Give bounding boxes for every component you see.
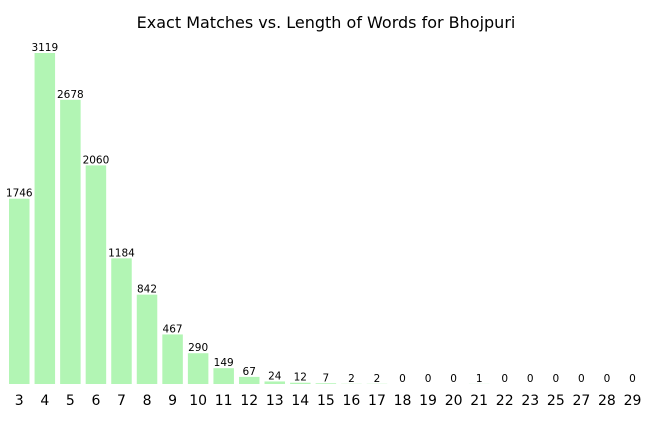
value-label-11: 149 [214,357,234,369]
bar-4 [34,53,56,384]
bar-8 [136,294,158,384]
value-label-14: 12 [294,372,307,384]
x-tick-label-20: 20 [445,393,463,409]
x-tick-label-11: 11 [215,393,233,409]
x-tick-label-16: 16 [343,393,361,409]
bar-3 [9,198,30,384]
value-label-7: 1184 [108,247,135,259]
x-tick-label-15: 15 [317,393,335,409]
value-label-12: 67 [243,366,256,378]
value-label-27: 0 [578,373,585,385]
x-tick-label-8: 8 [143,393,152,409]
bar-6 [85,165,107,384]
value-label-25: 0 [552,373,559,385]
x-tick-label-3: 3 [15,393,24,409]
value-label-8: 842 [137,284,157,296]
bar-15 [315,383,337,384]
value-label-23: 0 [527,373,534,385]
bar-13 [264,381,286,384]
x-tick-label-5: 5 [66,393,75,409]
x-tick-label-14: 14 [291,393,309,409]
x-tick-label-22: 22 [496,393,514,409]
value-label-28: 0 [604,373,611,385]
x-tick-label-10: 10 [189,393,207,409]
bars-group [9,53,490,385]
x-tick-label-13: 13 [266,393,284,409]
bar-14 [290,382,311,384]
x-tick-label-7: 7 [117,393,126,409]
value-label-4: 3119 [31,42,58,54]
x-tick-label-21: 21 [470,393,488,409]
x-tick-label-9: 9 [168,393,177,409]
value-label-10: 290 [188,342,208,354]
bar-10 [187,353,209,384]
value-label-9: 467 [163,323,183,335]
x-tick-label-19: 19 [419,393,437,409]
value-label-17: 2 [374,373,381,385]
value-label-13: 24 [268,370,282,382]
chart-title: Exact Matches vs. Length of Words for Bh… [137,13,516,32]
x-tick-label-4: 4 [40,393,49,409]
x-tick-labels-group: 3 4 5 6 7 8 9 10 11 12 13 14 15 16 17 18 19 20 21 22 23 25 27 2… [15,393,642,409]
value-label-22: 0 [501,373,508,385]
value-label-21: 1 [476,373,483,385]
bar-5 [60,99,81,385]
value-label-18: 0 [399,373,406,385]
x-tick-label-18: 18 [394,393,412,409]
x-tick-label-27: 27 [572,393,590,409]
x-tick-label-25: 25 [547,393,565,409]
bar-7 [111,258,132,384]
value-label-29: 0 [629,373,636,385]
value-label-3: 1746 [6,188,33,200]
value-label-6: 2060 [83,154,110,166]
value-label-20: 0 [450,373,457,385]
x-tick-label-23: 23 [521,393,539,409]
value-label-5: 2678 [57,89,84,101]
x-tick-label-17: 17 [368,393,386,409]
x-tick-label-6: 6 [91,393,100,409]
bar-12 [238,376,260,384]
value-label-19: 0 [425,373,432,385]
value-label-15: 7 [323,372,330,384]
bar-9 [162,334,183,384]
x-tick-label-28: 28 [598,393,616,409]
bar-11 [213,368,234,384]
x-tick-label-29: 29 [624,393,642,409]
x-tick-label-12: 12 [240,393,258,409]
value-label-16: 2 [348,373,355,385]
